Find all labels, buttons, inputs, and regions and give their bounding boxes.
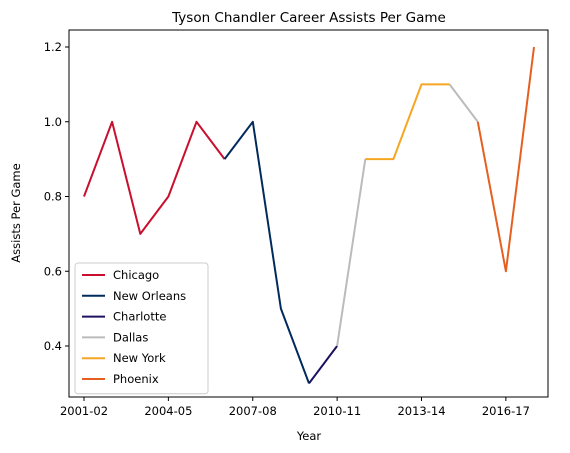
y-tick-label: 1.0	[44, 115, 62, 129]
legend: Chicago New Orleans Charlotte Dallas New Yor…	[74, 262, 209, 395]
y-tick-label: 0.4	[44, 339, 62, 353]
series-lines	[83, 46, 535, 385]
legend-label-new-orleans: New Orleans	[113, 289, 186, 303]
y-tick-label: 0.6	[44, 264, 62, 278]
series-line-dallas	[448, 83, 479, 123]
series-line-charlotte	[308, 345, 338, 385]
x-tick-label: 2016-17	[482, 404, 530, 418]
series-line-phoenix	[476, 46, 535, 273]
y-tick-label: 0.8	[44, 190, 62, 204]
x-tick-label: 2007-08	[229, 404, 277, 418]
x-tick-label: 2001-02	[60, 404, 108, 418]
x-axis-label: Year	[296, 429, 322, 443]
y-tick-label: 1.2	[44, 40, 62, 54]
series-line-new-orleans	[223, 120, 310, 384]
series-line-dallas	[336, 158, 367, 347]
legend-label-chicago: Chicago	[113, 268, 159, 282]
plot-area	[68, 29, 549, 398]
legend-box	[74, 262, 209, 395]
x-tick-label: 2010-11	[313, 404, 361, 418]
chart-title: Tyson Chandler Career Assists Per Game	[171, 10, 446, 26]
series-line-new-york	[365, 83, 450, 161]
legend-label-phoenix: Phoenix	[113, 372, 159, 386]
y-axis: 0.4 0.6 0.8 1.0 1.2	[44, 40, 69, 353]
x-axis: 2001-02 2004-05 2007-08 2010-11 2013-14 2016-…	[60, 397, 530, 418]
y-axis-label: Assists Per Game	[9, 163, 23, 262]
legend-label-new-york: New York	[113, 351, 166, 365]
legend-label-charlotte: Charlotte	[113, 310, 166, 324]
x-tick-label: 2013-14	[397, 404, 445, 418]
x-tick-label: 2004-05	[144, 404, 192, 418]
series-line-chicago	[83, 120, 226, 235]
legend-label-dallas: Dallas	[113, 330, 148, 344]
